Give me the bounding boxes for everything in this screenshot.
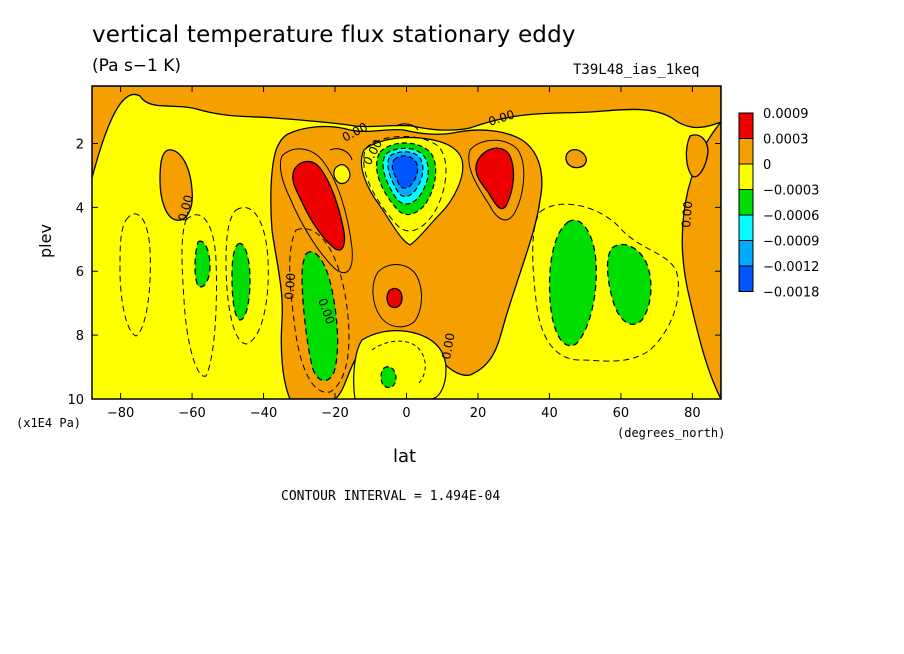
negative-region-45n [548,219,597,347]
x-tick-label: 0 [402,406,410,421]
negative-spot-lower [380,366,397,389]
chart-title: vertical temperature flux stationary edd… [92,22,576,48]
legend-label: −0.0006 [763,209,819,224]
legend-label: −0.0012 [763,260,819,275]
strong-positive-south [292,160,346,251]
legend-swatch [738,240,754,267]
contour-label: 0.00 [282,272,298,300]
legend-label: 0.0003 [763,133,809,148]
negative-region-50s [194,240,211,288]
positive-region-west [159,149,193,221]
x-tick-label: −20 [321,406,348,421]
x-axis-units: (degrees_north) [617,426,726,440]
positive-region-top [92,86,721,179]
y-tick-label: 4 [76,201,84,216]
positive-region-northeast [685,134,709,178]
legend-swatch [738,214,754,241]
contour-label: 0.00 [175,193,195,222]
x-tick-label: 20 [470,406,487,421]
legend-label: −0.0009 [763,235,819,250]
legend-label: 0.0009 [763,107,809,122]
negative-region-45s [231,242,251,321]
positive-spot-east [565,149,587,169]
negative-spot-small [333,164,351,185]
legend-swatch [738,189,754,216]
x-axis: −80 −60 −40 −20 0 20 40 60 80 [107,86,701,421]
strong-positive-north [475,147,515,210]
legend-swatch [738,112,754,139]
legend: 0.0009 0.0003 0 −0.0003 −0.0006 −0.0009 −0.001… [738,107,819,301]
y-tick-label: 6 [76,265,84,280]
plot-area: 0.00 0.00 0.00 0.00 0.00 0.00 0.00 0.00 [92,86,721,399]
contour-label: 0.00 [439,332,457,361]
y-tick-label: 10 [67,393,84,408]
run-label: T39L48_ias_1keq [573,62,700,78]
legend-label: −0.0018 [763,286,819,301]
y-axis: 2 4 6 8 10 [67,137,721,408]
x-tick-label: 80 [684,406,701,421]
legend-swatch [738,138,754,165]
y-tick-label: 8 [76,329,84,344]
legend-swatch [738,265,754,292]
negative-region-22s [301,251,339,382]
x-tick-label: 60 [613,406,630,421]
negative-core-blue [391,155,419,189]
legend-swatch [738,163,754,190]
legend-label: 0 [763,158,771,173]
chart-units: (Pa s−1 K) [92,56,182,76]
x-tick-label: 40 [541,406,558,421]
legend-label: −0.0003 [763,184,819,199]
x-tick-label: −60 [178,406,205,421]
x-tick-label: −80 [107,406,134,421]
negative-region-60n [606,243,652,325]
contour-label: 0.00 [679,200,695,228]
positive-region-central [270,125,543,399]
contour-lines [119,123,679,393]
x-tick-label: −40 [250,406,277,421]
negative-region-lower [353,330,447,399]
contour-interval: CONTOUR INTERVAL = 1.494E-04 [281,489,501,504]
y-axis-units: (x1E4 Pa) [16,416,82,430]
strong-positive-center [386,287,403,309]
x-axis-label: lat [393,446,417,467]
y-tick-label: 2 [76,137,84,152]
